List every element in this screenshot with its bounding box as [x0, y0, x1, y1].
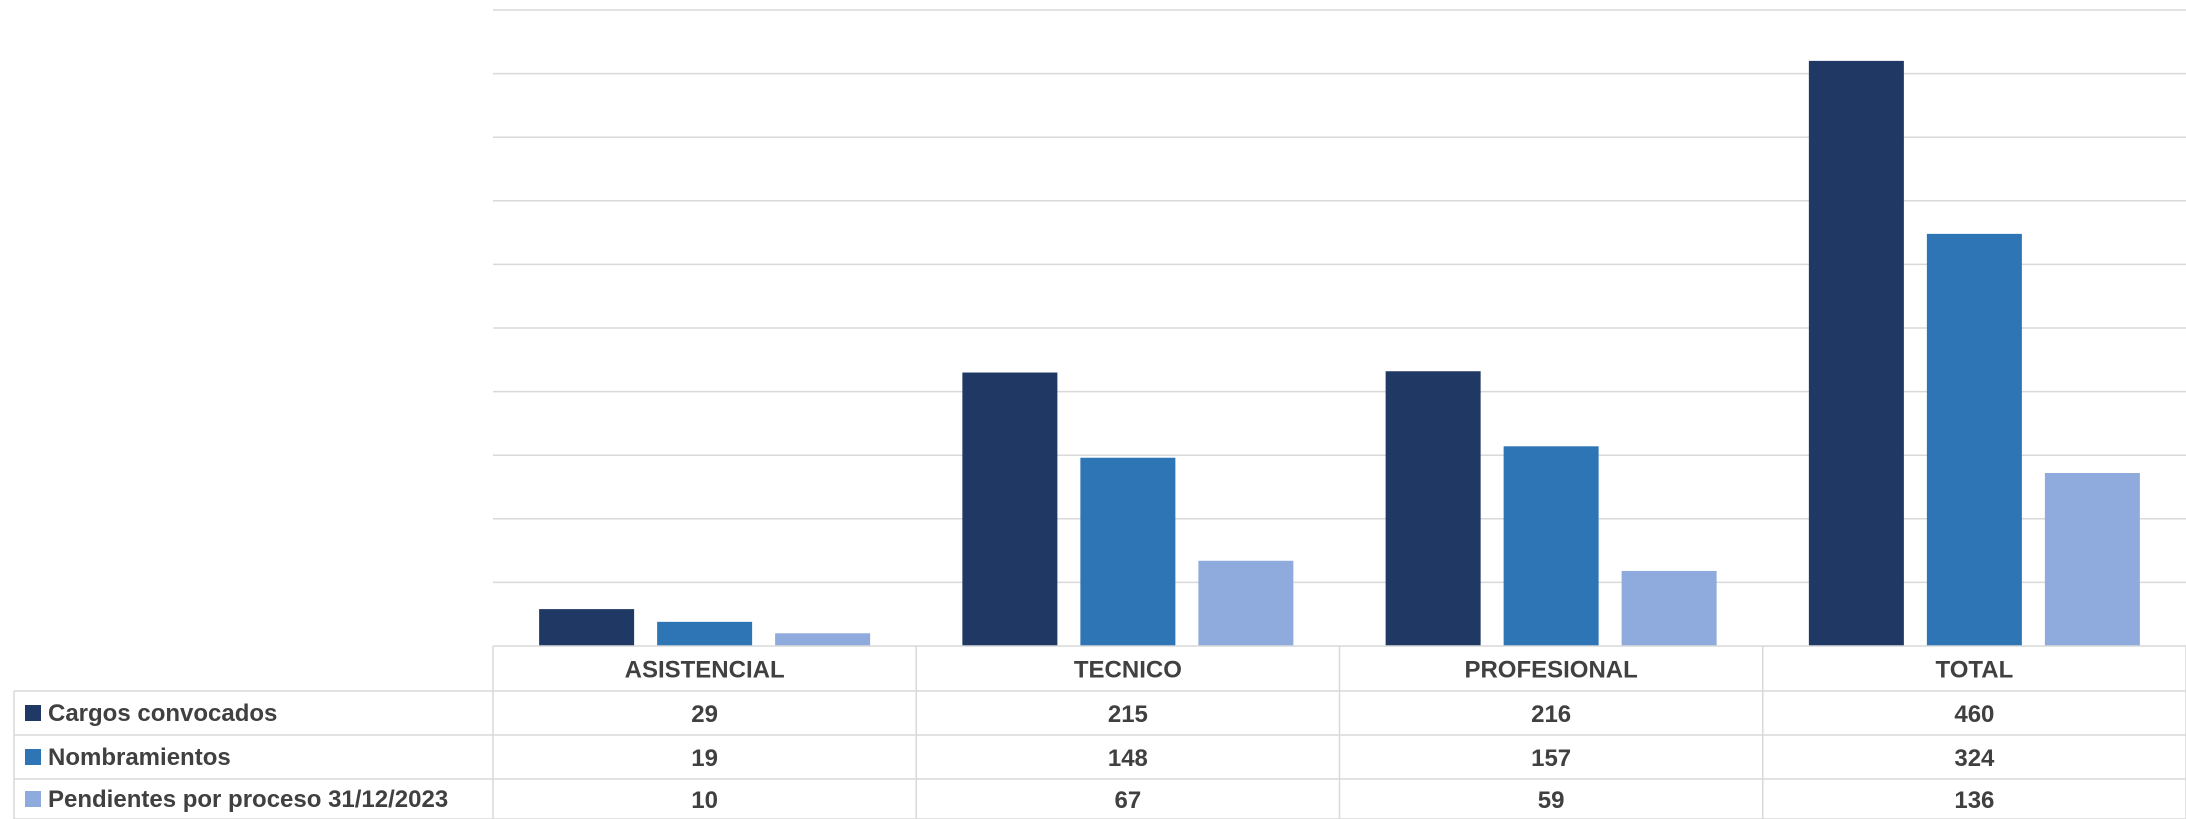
bar-profesional-2	[1503, 446, 1599, 646]
bar-asistencial-2	[657, 621, 753, 646]
category-label-total: TOTAL	[1935, 657, 2013, 684]
data-table: ASISTENCIAL TECNICO PROFESIONAL TOTAL Cargos…	[13, 645, 2186, 819]
category-label-tecnico: TECNICO	[1074, 657, 1182, 684]
table-value-total-3: 136	[1954, 787, 1994, 814]
bar-total-3	[2044, 473, 2140, 646]
legend-label-3: Pendientes por proceso 31/12/2023	[48, 786, 448, 813]
legend-key-1	[25, 705, 41, 721]
table-value-asistencial-3: 10	[691, 787, 718, 814]
bar-total-2	[1926, 233, 2022, 646]
gridlines	[493, 9, 2186, 584]
table-value-total-1: 460	[1954, 701, 1994, 728]
legend-label-1: Cargos convocados	[48, 700, 277, 727]
table-value-profesional-1: 216	[1531, 701, 1571, 728]
table-value-tecnico-1: 215	[1108, 701, 1148, 728]
table-value-asistencial-1: 29	[691, 701, 718, 728]
legend-key-3	[25, 791, 41, 807]
category-label-profesional: PROFESIONAL	[1464, 657, 1637, 684]
legend-key-2	[25, 749, 41, 765]
category-label-asistencial: ASISTENCIAL	[625, 657, 785, 684]
table-value-asistencial-2: 19	[691, 745, 718, 772]
bar-tecnico-3	[1198, 560, 1294, 646]
bar-tecnico-1	[962, 372, 1058, 646]
bar-asistencial-3	[775, 633, 871, 646]
table-value-tecnico-2: 148	[1108, 745, 1148, 772]
bar-profesional-3	[1621, 570, 1717, 646]
legend-label-2: Nombramientos	[48, 744, 231, 771]
bars	[539, 60, 2140, 646]
table-value-profesional-3: 59	[1538, 787, 1565, 814]
bar-profesional-1	[1385, 371, 1481, 646]
table-value-tecnico-3: 67	[1115, 787, 1142, 814]
table-value-total-2: 324	[1954, 745, 1995, 772]
bar-total-1	[1808, 60, 1904, 646]
bar-asistencial-1	[539, 609, 635, 646]
bar-tecnico-2	[1080, 457, 1176, 646]
table-value-profesional-2: 157	[1531, 745, 1571, 772]
